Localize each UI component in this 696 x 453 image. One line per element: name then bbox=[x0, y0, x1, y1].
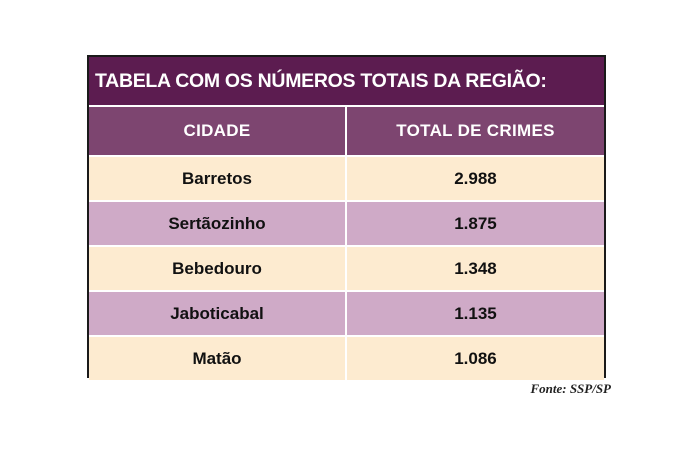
cell-cidade: Bebedouro bbox=[172, 258, 262, 278]
source-note: Fonte: SSP/SP bbox=[530, 381, 611, 396]
column-divider bbox=[345, 292, 347, 335]
cell-cidade: Jaboticabal bbox=[170, 303, 264, 323]
table-row: Sertãozinho 1.875 bbox=[89, 202, 604, 245]
table-header-row: CIDADE TOTAL DE CRIMES bbox=[89, 107, 604, 155]
row-separator bbox=[89, 290, 604, 292]
cell-total: 1.875 bbox=[454, 213, 497, 233]
table-row: Barretos 2.988 bbox=[89, 157, 604, 200]
row-separator bbox=[89, 200, 604, 202]
cell-total: 1.086 bbox=[454, 348, 497, 368]
crime-totals-table: TABELA COM OS NÚMEROS TOTAIS DA REGIÃO: … bbox=[87, 55, 606, 380]
cell-cidade: Matão bbox=[192, 348, 242, 368]
cell-cidade: Sertãozinho bbox=[168, 213, 266, 233]
header-separator bbox=[89, 155, 604, 157]
cell-total: 2.988 bbox=[454, 168, 497, 188]
header-total-de-crimes: TOTAL DE CRIMES bbox=[396, 121, 555, 140]
cell-cidade: Barretos bbox=[182, 168, 252, 188]
table-row: Matão 1.086 bbox=[89, 337, 604, 380]
column-divider bbox=[345, 107, 347, 155]
header-cidade: CIDADE bbox=[183, 121, 251, 140]
table-title: TABELA COM OS NÚMEROS TOTAIS DA REGIÃO: bbox=[89, 57, 604, 105]
table-row: Bebedouro 1.348 bbox=[89, 247, 604, 290]
column-divider bbox=[345, 202, 347, 245]
column-divider bbox=[345, 337, 347, 380]
row-separator bbox=[89, 335, 604, 337]
row-separator bbox=[89, 245, 604, 247]
column-divider bbox=[345, 247, 347, 290]
table-row: Jaboticabal 1.135 bbox=[89, 292, 604, 335]
cell-total: 1.348 bbox=[454, 258, 497, 278]
column-divider bbox=[345, 157, 347, 200]
cell-total: 1.135 bbox=[454, 303, 497, 323]
